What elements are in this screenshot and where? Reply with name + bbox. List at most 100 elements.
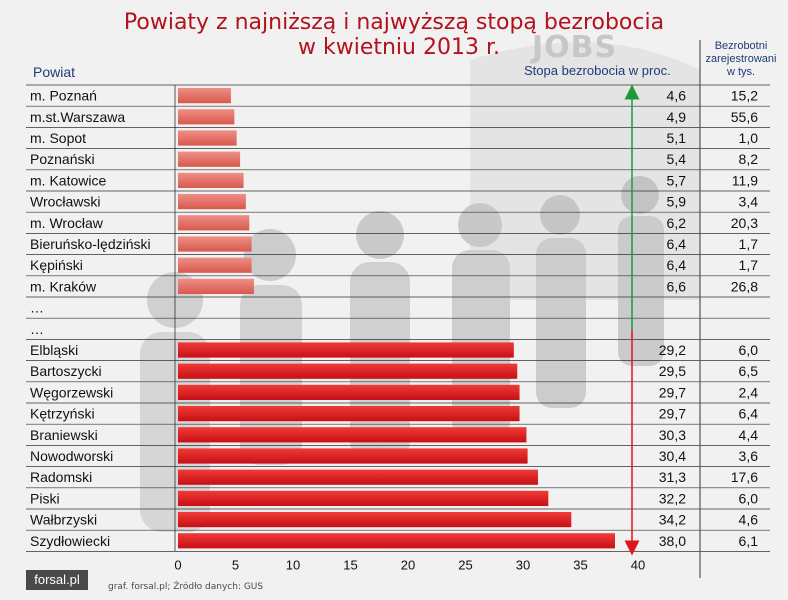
registered-value-label: 15,2 bbox=[731, 88, 758, 104]
x-tick-label: 40 bbox=[631, 557, 645, 572]
registered-value-label: 20,3 bbox=[731, 215, 758, 231]
registered-value-label: 6,0 bbox=[739, 342, 759, 358]
bar bbox=[178, 490, 549, 506]
bar bbox=[178, 172, 244, 188]
rate-value-label: 29,7 bbox=[659, 384, 686, 400]
bar bbox=[178, 448, 528, 464]
x-axis: 0 5 10 15 20 25 30 35 40 bbox=[174, 557, 645, 572]
rate-value-label: 29,5 bbox=[659, 363, 686, 379]
registered-value-label: 4,6 bbox=[739, 512, 759, 528]
registered-value-label: 6,4 bbox=[739, 406, 759, 422]
row-name-label: Elbląski bbox=[30, 342, 78, 358]
registered-value-label: 2,4 bbox=[739, 384, 759, 400]
row-name-label: m.st.Warszawa bbox=[30, 109, 125, 125]
rate-value-label: 5,4 bbox=[667, 151, 687, 167]
logo-text: forsal.pl bbox=[34, 572, 80, 587]
forsal-logo: forsal.pl bbox=[26, 570, 88, 590]
bar bbox=[178, 236, 252, 252]
registered-value-label: 6,0 bbox=[739, 490, 759, 506]
x-tick-label: 15 bbox=[343, 557, 357, 572]
registered-value-label: 11,9 bbox=[732, 172, 758, 188]
row-name-label: m. Wrocław bbox=[30, 215, 104, 231]
x-tick-label: 0 bbox=[174, 557, 181, 572]
registered-value-label: 8,2 bbox=[739, 151, 759, 167]
x-tick-label: 25 bbox=[458, 557, 472, 572]
bar bbox=[178, 384, 520, 400]
row-name-label: Wrocławski bbox=[30, 194, 101, 210]
row-name-label: Kętrzyński bbox=[30, 406, 95, 422]
table-grid bbox=[26, 40, 770, 578]
source-note: graf. forsal.pl; Źródło danych: GUS bbox=[108, 582, 264, 592]
registered-value-label: 6,5 bbox=[739, 363, 759, 379]
rate-value-label: 34,2 bbox=[659, 512, 686, 528]
rate-value-label: 6,2 bbox=[667, 215, 687, 231]
row-name-label: Radomski bbox=[30, 469, 92, 485]
row-name-label: Poznański bbox=[30, 151, 95, 167]
powiat-column-header: Powiat bbox=[33, 64, 76, 80]
rate-value-label: 4,9 bbox=[667, 109, 687, 125]
row-name-label: m. Kraków bbox=[30, 278, 97, 294]
registered-value-label: 1,7 bbox=[739, 257, 759, 273]
rate-value-label: 31,3 bbox=[659, 469, 686, 485]
rate-value-label: 6,4 bbox=[667, 236, 687, 252]
row-name-label: m. Poznań bbox=[30, 88, 97, 104]
rate-value-label: 5,1 bbox=[667, 130, 687, 146]
rate-value-label: 30,4 bbox=[659, 448, 686, 464]
row-name-label: Kępiński bbox=[30, 257, 83, 273]
rate-value-label: 6,4 bbox=[667, 257, 687, 273]
bar bbox=[178, 194, 246, 210]
registered-value-label: 26,8 bbox=[731, 278, 758, 294]
rate-value-label: 5,9 bbox=[667, 194, 687, 210]
bar bbox=[178, 88, 231, 104]
registered-value-label: 6,1 bbox=[739, 533, 759, 549]
bar bbox=[178, 215, 250, 231]
rate-value-label: 29,2 bbox=[659, 342, 686, 358]
title-line-1: Powiaty z najniższą i najwyższą stopą be… bbox=[123, 10, 665, 35]
x-tick-label: 10 bbox=[286, 557, 300, 572]
registered-value-label: 17,6 bbox=[731, 469, 758, 485]
bar bbox=[178, 469, 538, 485]
row-labels: m. Poznań 4,6 15,2 m.st.Warszawa 4,9 55,6 m. S… bbox=[30, 88, 758, 549]
rate-value-label: 38,0 bbox=[659, 533, 686, 549]
rate-column-header: Stopa bezrobocia w proc. bbox=[524, 63, 671, 78]
chart-title: Powiaty z najniższą i najwyższą stopą be… bbox=[0, 10, 788, 60]
jobs-watermark: JOBS bbox=[532, 30, 618, 65]
bar bbox=[178, 151, 241, 167]
rate-value-label: 5,7 bbox=[667, 172, 687, 188]
row-name-label: … bbox=[30, 300, 44, 316]
row-name-label: m. Sopot bbox=[30, 130, 86, 146]
title-line-2: w kwietniu 2013 r. bbox=[298, 35, 500, 60]
x-tick-label: 30 bbox=[516, 557, 530, 572]
bar bbox=[178, 533, 615, 549]
row-name-label: m. Katowice bbox=[30, 172, 106, 188]
registered-value-label: 1,7 bbox=[739, 236, 759, 252]
row-name-label: Bartoszycki bbox=[30, 363, 102, 379]
registered-value-label: 55,6 bbox=[731, 109, 758, 125]
bar bbox=[178, 257, 252, 273]
x-tick-label: 20 bbox=[401, 557, 415, 572]
rate-value-label: 6,6 bbox=[667, 278, 687, 294]
row-name-label: Braniewski bbox=[30, 427, 98, 443]
bar bbox=[178, 363, 518, 379]
bar-series bbox=[178, 88, 615, 549]
bar bbox=[178, 406, 520, 422]
x-tick-label: 5 bbox=[232, 557, 239, 572]
bar bbox=[178, 278, 254, 294]
bar bbox=[178, 427, 527, 443]
x-tick-label: 35 bbox=[573, 557, 587, 572]
row-name-label: Wałbrzyski bbox=[30, 512, 97, 528]
row-name-label: Bieruńsko-lędziński bbox=[30, 236, 151, 252]
row-name-label: Nowodworski bbox=[30, 448, 113, 464]
bar bbox=[178, 109, 235, 125]
registered-column-header: Bezrobotni zarejestrowani w tys. bbox=[705, 40, 777, 78]
row-name-label: Szydłowiecki bbox=[30, 533, 110, 549]
row-name-label: Piski bbox=[30, 490, 60, 506]
row-name-label: … bbox=[30, 321, 44, 337]
row-name-label: Węgorzewski bbox=[30, 384, 113, 400]
bar bbox=[178, 130, 237, 146]
registered-value-label: 4,4 bbox=[739, 427, 759, 443]
rate-value-label: 30,3 bbox=[659, 427, 686, 443]
rate-value-label: 29,7 bbox=[659, 406, 686, 422]
bar bbox=[178, 512, 572, 528]
